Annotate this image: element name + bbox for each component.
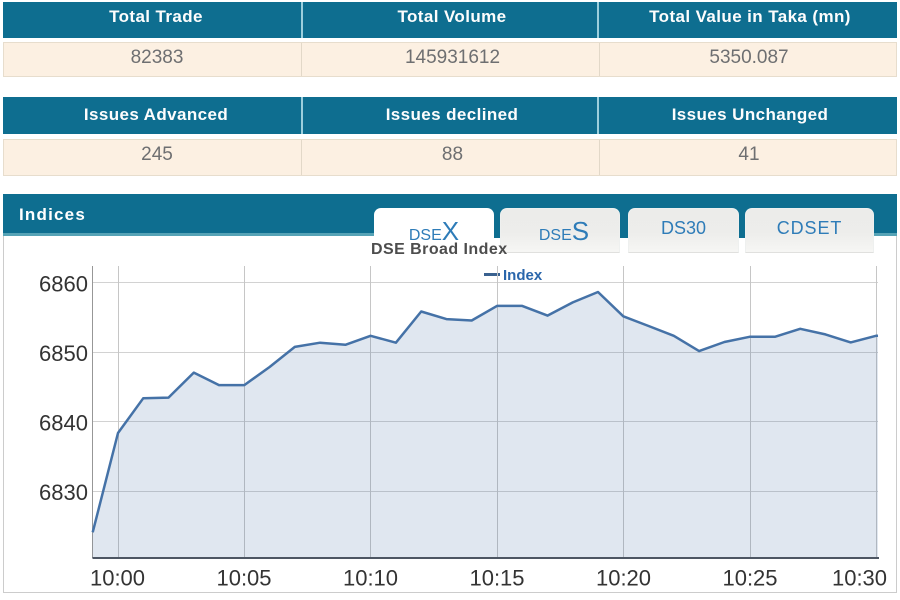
svg-text:10:25: 10:25	[722, 566, 777, 591]
svg-text:10:20: 10:20	[596, 566, 651, 591]
svg-text:10:05: 10:05	[216, 566, 271, 591]
svg-text:10:15: 10:15	[469, 566, 524, 591]
svg-text:6830: 6830	[39, 480, 88, 505]
svg-text:10:30: 10:30	[832, 566, 887, 591]
svg-text:10:10: 10:10	[343, 566, 398, 591]
svg-text:6840: 6840	[39, 411, 88, 436]
svg-text:6860: 6860	[39, 272, 88, 297]
svg-text:10:00: 10:00	[90, 566, 145, 591]
svg-text:6850: 6850	[39, 341, 88, 366]
